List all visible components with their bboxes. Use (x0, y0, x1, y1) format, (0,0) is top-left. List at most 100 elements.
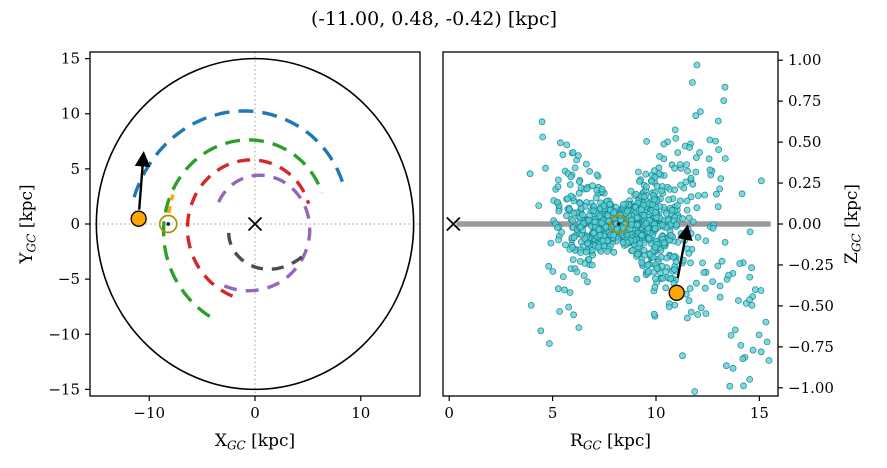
scatter-point (683, 197, 691, 205)
right-y-tick-label: −0.50 (788, 297, 834, 315)
scatter-point (644, 261, 652, 269)
scatter-point (527, 301, 535, 309)
scatter-point (638, 259, 645, 266)
scatter-point (650, 310, 658, 318)
scatter-point (576, 178, 583, 186)
scatter-point (701, 191, 709, 199)
scatter-point (565, 303, 573, 311)
scatter-point (663, 254, 671, 262)
spiral-arm-outer-arm (132, 109, 345, 198)
scatter-point (671, 186, 678, 194)
spiral-arm-norma-arm (227, 232, 307, 271)
scatter-point (694, 192, 702, 200)
spiral-arm-sagittarius-arm (185, 158, 311, 298)
scatter-point (595, 243, 602, 251)
scatter-point (542, 164, 549, 172)
scatter-point (696, 149, 703, 156)
scatter-point (694, 311, 702, 318)
scatter-point (538, 118, 546, 126)
scatter-point (697, 108, 704, 115)
left-y-tick-label: 10 (61, 105, 80, 123)
scatter-point (735, 297, 742, 304)
spiral-arm-local-arm (167, 194, 175, 214)
scatter-point (652, 275, 659, 283)
scatter-point (765, 357, 773, 364)
scatter-point (602, 223, 610, 231)
right-panel-rz: 0 5 10 15 1.00 0.75 0.50 0.25 0.00 −0.25 −0.50 −0.7… (442, 51, 864, 453)
scatter-point (687, 259, 694, 267)
scatter-point (684, 167, 691, 175)
scatter-point (591, 218, 599, 226)
scatter-point (714, 203, 722, 211)
scatter-point (604, 212, 612, 220)
scatter-point (683, 206, 691, 214)
right-y-axis-label: ZGC [kpc] (842, 184, 864, 264)
scatter-point (569, 256, 577, 264)
scatter-point (577, 249, 584, 256)
scatter-point (758, 177, 765, 185)
scatter-point (539, 133, 546, 141)
scatter-point (583, 160, 590, 168)
right-x-tick-label: 15 (750, 404, 769, 422)
scatter-point (737, 341, 745, 349)
scatter-point (674, 202, 681, 209)
scatter-point (694, 233, 702, 241)
scatter-point (693, 279, 700, 287)
scatter-point (687, 230, 695, 238)
scatter-point (563, 212, 570, 220)
velocity-arrow (134, 150, 151, 210)
left-y-tick-label: −5 (58, 270, 80, 288)
scatter-point (740, 382, 747, 390)
scatter-point (660, 140, 668, 148)
right-y-tick-label: −0.75 (788, 338, 834, 356)
scatter-point (590, 229, 598, 237)
scatter-point (642, 170, 650, 178)
scatter-point (746, 296, 753, 304)
scatter-point (689, 180, 697, 188)
scatter-point (660, 239, 668, 247)
scatter-point (651, 243, 659, 251)
scatter-point (624, 207, 631, 215)
scatter-point (629, 247, 636, 254)
figure-title: (-11.00, 0.48, -0.42) [kpc] (311, 8, 557, 30)
scatter-point (716, 282, 724, 290)
scatter-point (721, 238, 729, 246)
left-panel-xy: −10 0 10 15 10 5 0 −5 −10 −15 XGC [kpc] YGC [kpc] (17, 50, 421, 453)
scatter-point (757, 287, 765, 294)
scatter-point (579, 211, 586, 219)
scatter-point (619, 239, 627, 247)
scatter-point (640, 246, 648, 254)
scatter-point (537, 327, 545, 335)
left-y-tick-label: 15 (61, 50, 80, 68)
scatter-point (645, 268, 652, 275)
scatter-point (633, 221, 641, 229)
scatter-point (746, 273, 754, 281)
scatter-point (677, 181, 684, 189)
scatter-point (762, 318, 770, 326)
scatter-point (687, 308, 695, 316)
scatter-point (705, 155, 713, 163)
sun-symbol (158, 214, 178, 234)
scatter-point (716, 293, 724, 301)
left-y-axis-label: YGC [kpc] (17, 184, 39, 264)
scatter-point (763, 338, 771, 346)
left-x-tick-label: 10 (351, 404, 370, 422)
scatter-point (674, 149, 682, 157)
scatter-point (662, 268, 669, 276)
scatter-point (546, 340, 553, 347)
scatter-point (636, 177, 643, 185)
sun-symbol-rz-dot (616, 222, 621, 226)
left-y-tick-label: 5 (70, 160, 80, 178)
scatter-point (573, 268, 581, 276)
scatter-point (693, 154, 700, 162)
scatter-point (583, 185, 591, 193)
rz-clipped-content (456, 61, 773, 395)
scatter-point (679, 352, 686, 360)
scatter-point (652, 208, 659, 216)
scatter-point (554, 285, 562, 293)
scatter-point (583, 248, 590, 256)
scatter-point (557, 139, 564, 147)
scatter-point (592, 194, 600, 202)
scatter-point (570, 311, 577, 319)
scatter-point (693, 204, 701, 212)
